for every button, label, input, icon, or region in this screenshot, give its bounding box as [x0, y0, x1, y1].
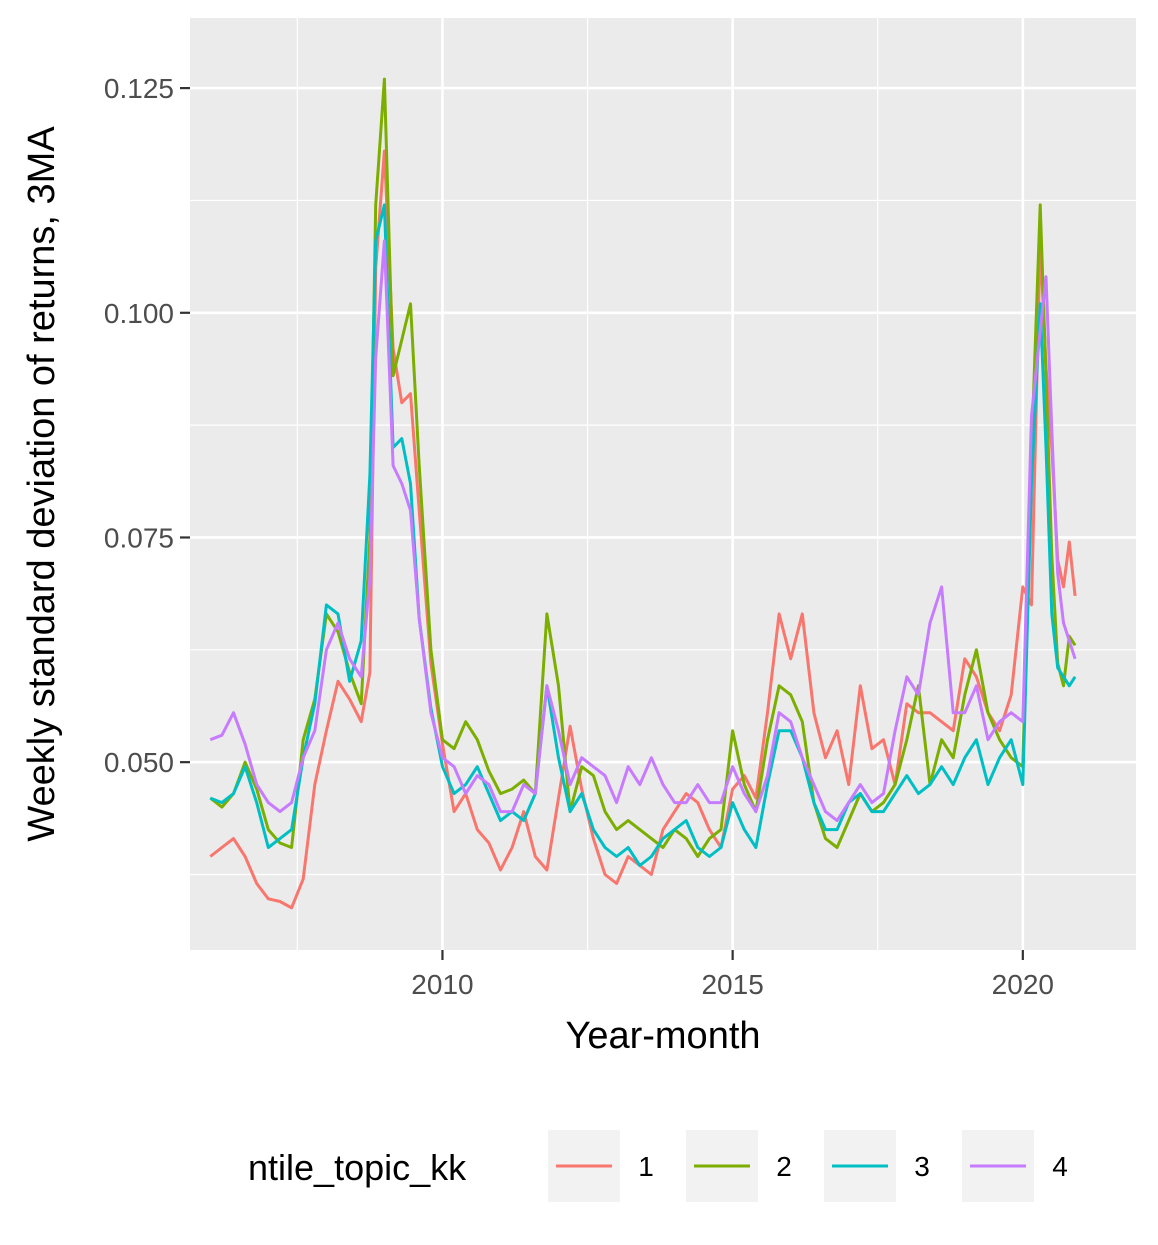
major-gridlines: [190, 18, 1136, 950]
legend-title: ntile_topic_kk: [248, 1147, 467, 1188]
x-tick-label: 2010: [411, 969, 473, 1000]
y-axis: 0.050 0.075 0.100 0.125: [104, 73, 190, 778]
legend-label-2: 2: [776, 1151, 792, 1182]
legend-label-3: 3: [914, 1151, 930, 1182]
y-axis-title: Weekly standard deviation of returns, 3M…: [21, 126, 63, 842]
y-tick-label: 0.075: [104, 522, 174, 553]
legend-label-4: 4: [1052, 1151, 1068, 1182]
x-axis: 2010 2015 2020: [411, 950, 1054, 1000]
x-tick-label: 2015: [701, 969, 763, 1000]
series-lines: [209, 77, 1077, 910]
x-axis-title: Year-month: [565, 1015, 760, 1057]
series-line-3: [209, 203, 1077, 867]
series-line-1: [209, 149, 1077, 910]
x-tick-label: 2020: [992, 969, 1054, 1000]
y-tick-label: 0.050: [104, 747, 174, 778]
legend-label-1: 1: [638, 1151, 654, 1182]
minor-gridlines: [190, 18, 1136, 950]
legend: ntile_topic_kk 1 2 3 4: [248, 1130, 1068, 1202]
y-tick-label: 0.100: [104, 298, 174, 329]
y-tick-label: 0.125: [104, 73, 174, 104]
plot-panel: [190, 18, 1136, 950]
series-line-4: [209, 239, 1077, 823]
